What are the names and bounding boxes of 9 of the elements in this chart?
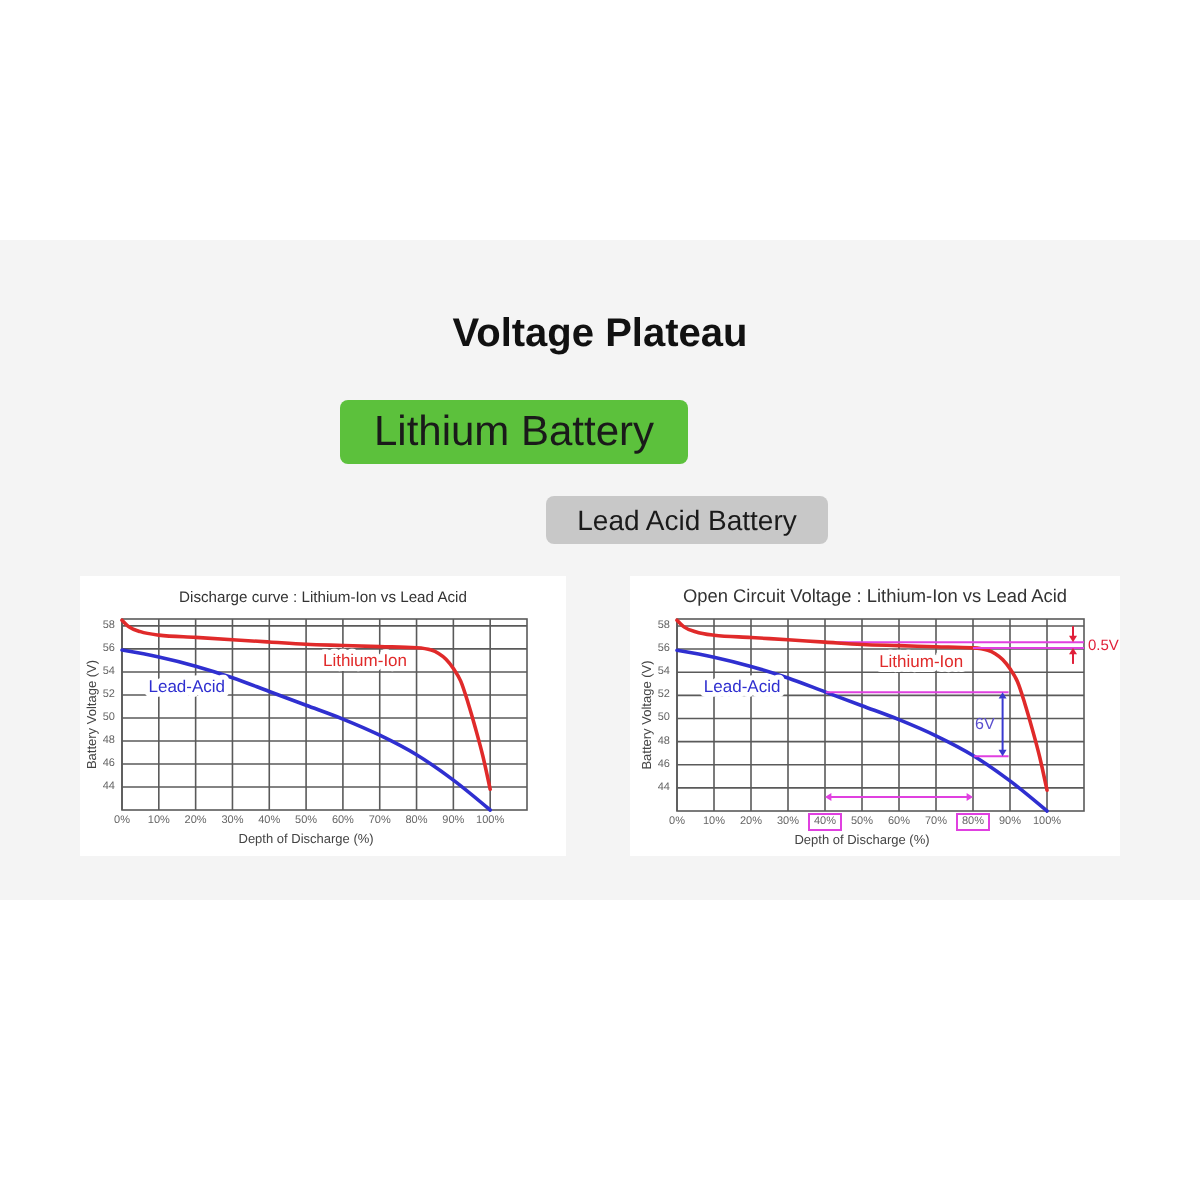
line-series	[675, 648, 1049, 813]
text: Voltage Plateau	[452, 312, 748, 356]
line-series	[120, 618, 492, 792]
chart-title: Open Circuit Voltage : Lithium-Ion vs Lead Acid	[682, 586, 1068, 606]
annotation: 6V	[975, 715, 996, 734]
text: Lead Acid Battery	[577, 504, 797, 536]
text: Lithium Battery	[373, 409, 656, 455]
line-series	[675, 618, 1049, 792]
line-series	[120, 648, 492, 812]
